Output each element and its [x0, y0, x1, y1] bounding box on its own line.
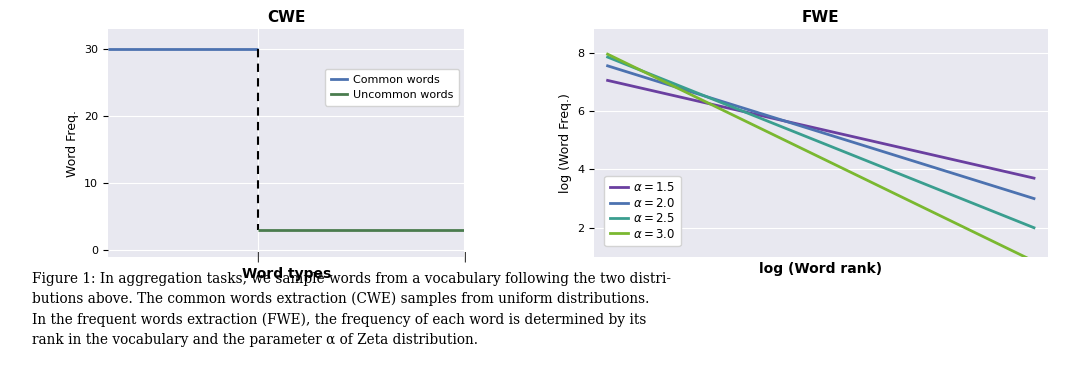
Title: FWE: FWE [802, 10, 839, 25]
Legend: $\alpha=$1.5, $\alpha=$2.0, $\alpha=$2.5, $\alpha=$3.0: $\alpha=$1.5, $\alpha=$2.0, $\alpha=$2.5… [605, 175, 680, 247]
Y-axis label: log (Word Freq.): log (Word Freq.) [558, 93, 571, 193]
Text: Figure 1: In aggregation tasks, we sample words from a vocabulary following the : Figure 1: In aggregation tasks, we sampl… [32, 272, 672, 347]
Title: CWE: CWE [267, 10, 306, 25]
Y-axis label: Word Freq.: Word Freq. [66, 110, 79, 177]
Legend: Common words, Uncommon words: Common words, Uncommon words [325, 69, 459, 106]
X-axis label: Word types: Word types [242, 268, 330, 281]
X-axis label: log (Word rank): log (Word rank) [759, 262, 882, 276]
